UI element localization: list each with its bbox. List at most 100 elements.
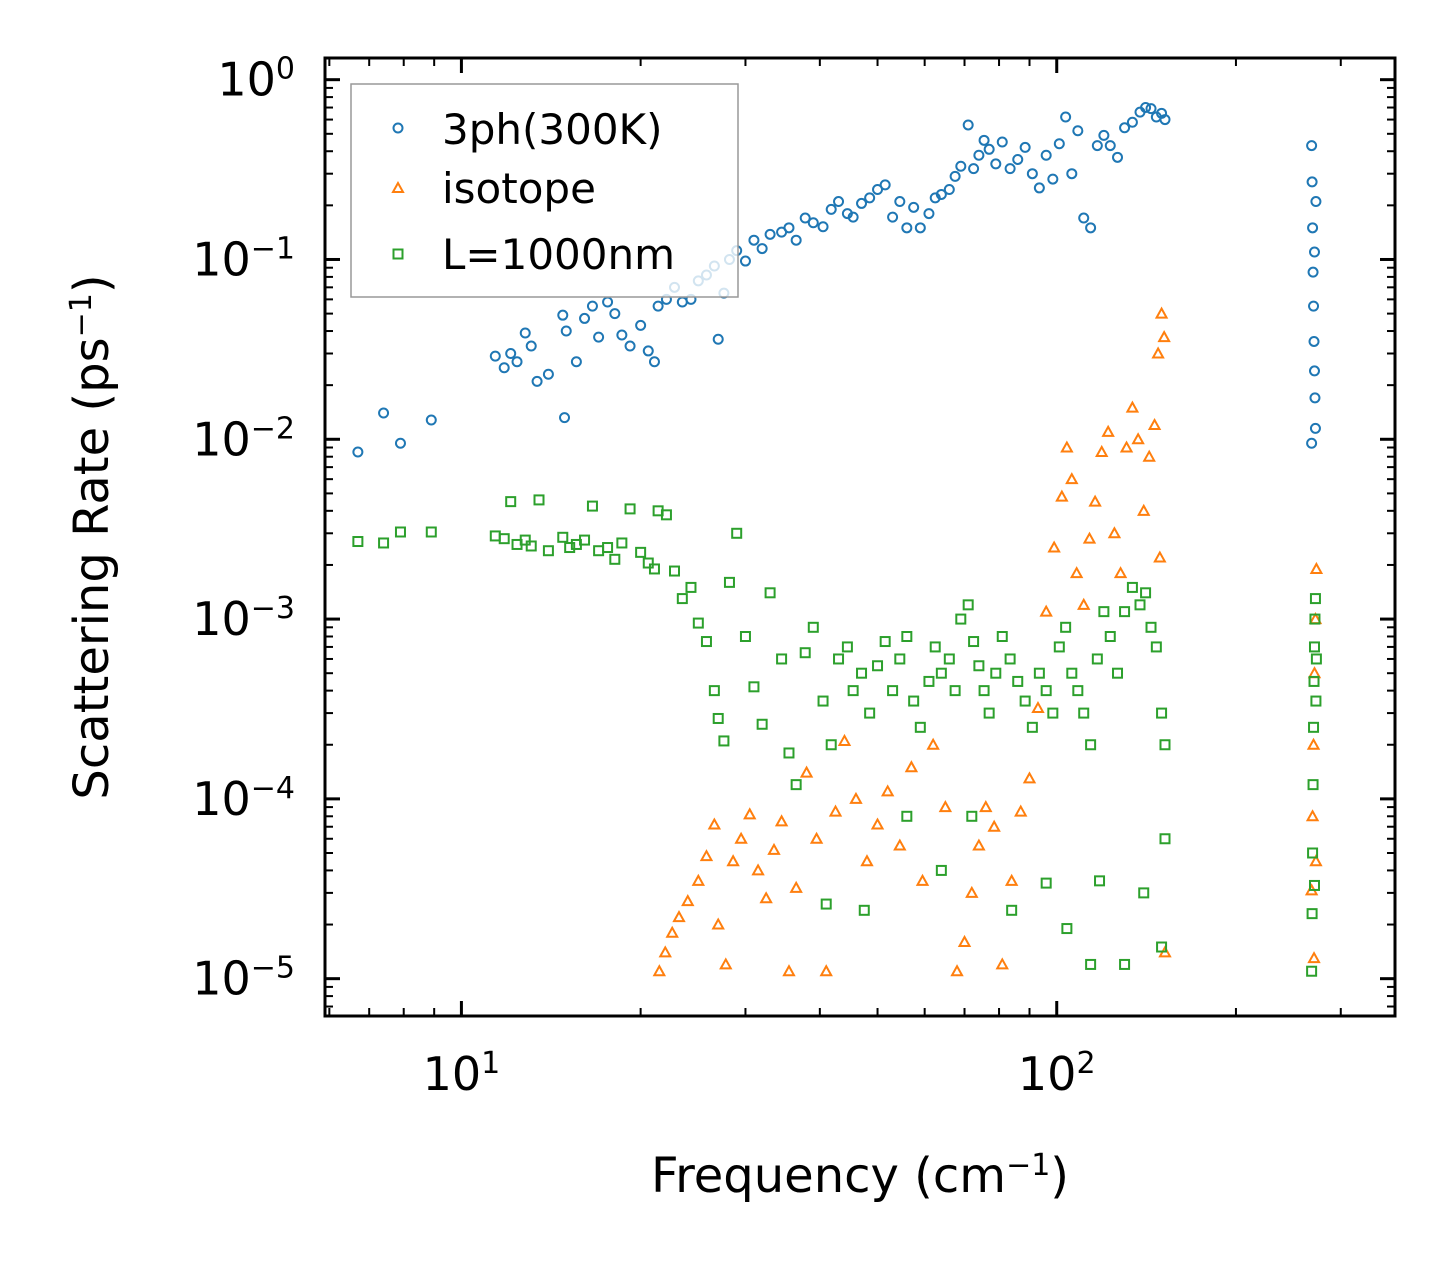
data-point (756, 243, 768, 255)
data-point (652, 964, 667, 977)
data-point (564, 542, 576, 554)
data-point (914, 222, 926, 234)
data-point (1053, 138, 1065, 150)
data-point (1026, 721, 1038, 733)
data-point (1308, 335, 1320, 347)
data-point (378, 537, 390, 549)
data-point (957, 934, 972, 947)
tick-label-exponent: −5 (251, 950, 295, 985)
data-point (1091, 140, 1103, 152)
legend-marker-triangle (391, 180, 405, 193)
data-point (1060, 440, 1074, 453)
data-point (872, 184, 884, 196)
data-point (1308, 879, 1320, 891)
data-point (660, 509, 672, 521)
data-point (973, 149, 985, 161)
data-point (1047, 707, 1059, 719)
data-point (1119, 122, 1131, 134)
data-point (570, 356, 582, 368)
data-point (847, 211, 859, 223)
data-point (511, 356, 523, 368)
data-point (1308, 365, 1320, 377)
data-point (378, 407, 390, 419)
data-point (1065, 472, 1079, 485)
data-point (593, 331, 605, 343)
tick-label-exponent: 0 (276, 51, 295, 86)
legend-label-3ph: 3ph(300K) (442, 105, 662, 154)
data-point (966, 810, 978, 822)
data-point (586, 500, 598, 512)
data-point (901, 810, 913, 822)
data-point (1119, 606, 1131, 618)
data-point (833, 196, 845, 208)
data-point (926, 737, 940, 750)
data-point (1140, 587, 1152, 599)
series-0 (352, 102, 1322, 458)
data-point (856, 667, 868, 679)
data-point (915, 873, 930, 886)
data-point (635, 546, 647, 558)
data-point (1082, 531, 1097, 544)
data-point (1078, 707, 1090, 719)
data-point (856, 197, 868, 209)
data-point (996, 630, 1008, 642)
data-point (1095, 444, 1109, 457)
data-point (624, 340, 636, 352)
data-point (1061, 923, 1073, 935)
data-point (965, 885, 979, 898)
data-point (955, 613, 967, 625)
data-point (665, 925, 679, 938)
data-point (1308, 246, 1320, 258)
data-point (819, 964, 833, 977)
data-point (1004, 873, 1019, 886)
data-point (352, 536, 364, 548)
data-point (872, 660, 884, 672)
data-point (968, 636, 980, 648)
data-point (759, 891, 773, 904)
axes-frame (323, 56, 1397, 1018)
data-point (1012, 153, 1024, 165)
tick-label-exponent: 1 (481, 1046, 500, 1081)
data-point (1085, 958, 1097, 970)
data-point (1014, 804, 1028, 817)
data-point (1033, 182, 1045, 194)
data-point (525, 540, 537, 552)
data-point (739, 255, 751, 267)
data-point (352, 446, 364, 458)
tick-label-exponent: −3 (251, 591, 295, 626)
data-point (817, 221, 829, 233)
data-point (505, 496, 517, 508)
data-point (1047, 173, 1059, 185)
data-point (1053, 641, 1065, 653)
data-point (676, 593, 688, 605)
data-point (1307, 266, 1319, 278)
data-point (949, 685, 961, 697)
data-point (1310, 196, 1322, 208)
data-point (1040, 149, 1052, 161)
data-point (799, 765, 814, 778)
data-point (879, 179, 891, 191)
data-point (841, 641, 853, 653)
data-point (1131, 432, 1145, 445)
data-point (1040, 685, 1052, 697)
data-point (817, 695, 829, 707)
data-point (901, 630, 913, 642)
data-point (1153, 550, 1167, 563)
data-point (1040, 877, 1052, 889)
data-point (799, 212, 811, 224)
data-point (828, 804, 843, 817)
data-point (935, 667, 947, 679)
data-point (1145, 103, 1157, 115)
data-point (648, 563, 660, 575)
data-point (560, 325, 572, 337)
data-point (1140, 102, 1152, 114)
data-point (1151, 346, 1165, 359)
data-point (557, 309, 569, 321)
y-axis-label-main: Scattering Rate (ps (64, 337, 120, 799)
data-point (820, 898, 832, 910)
data-point (950, 964, 964, 977)
y-axis-label-end: ) (64, 274, 120, 293)
data-point (1306, 140, 1318, 152)
data-point (525, 340, 537, 352)
